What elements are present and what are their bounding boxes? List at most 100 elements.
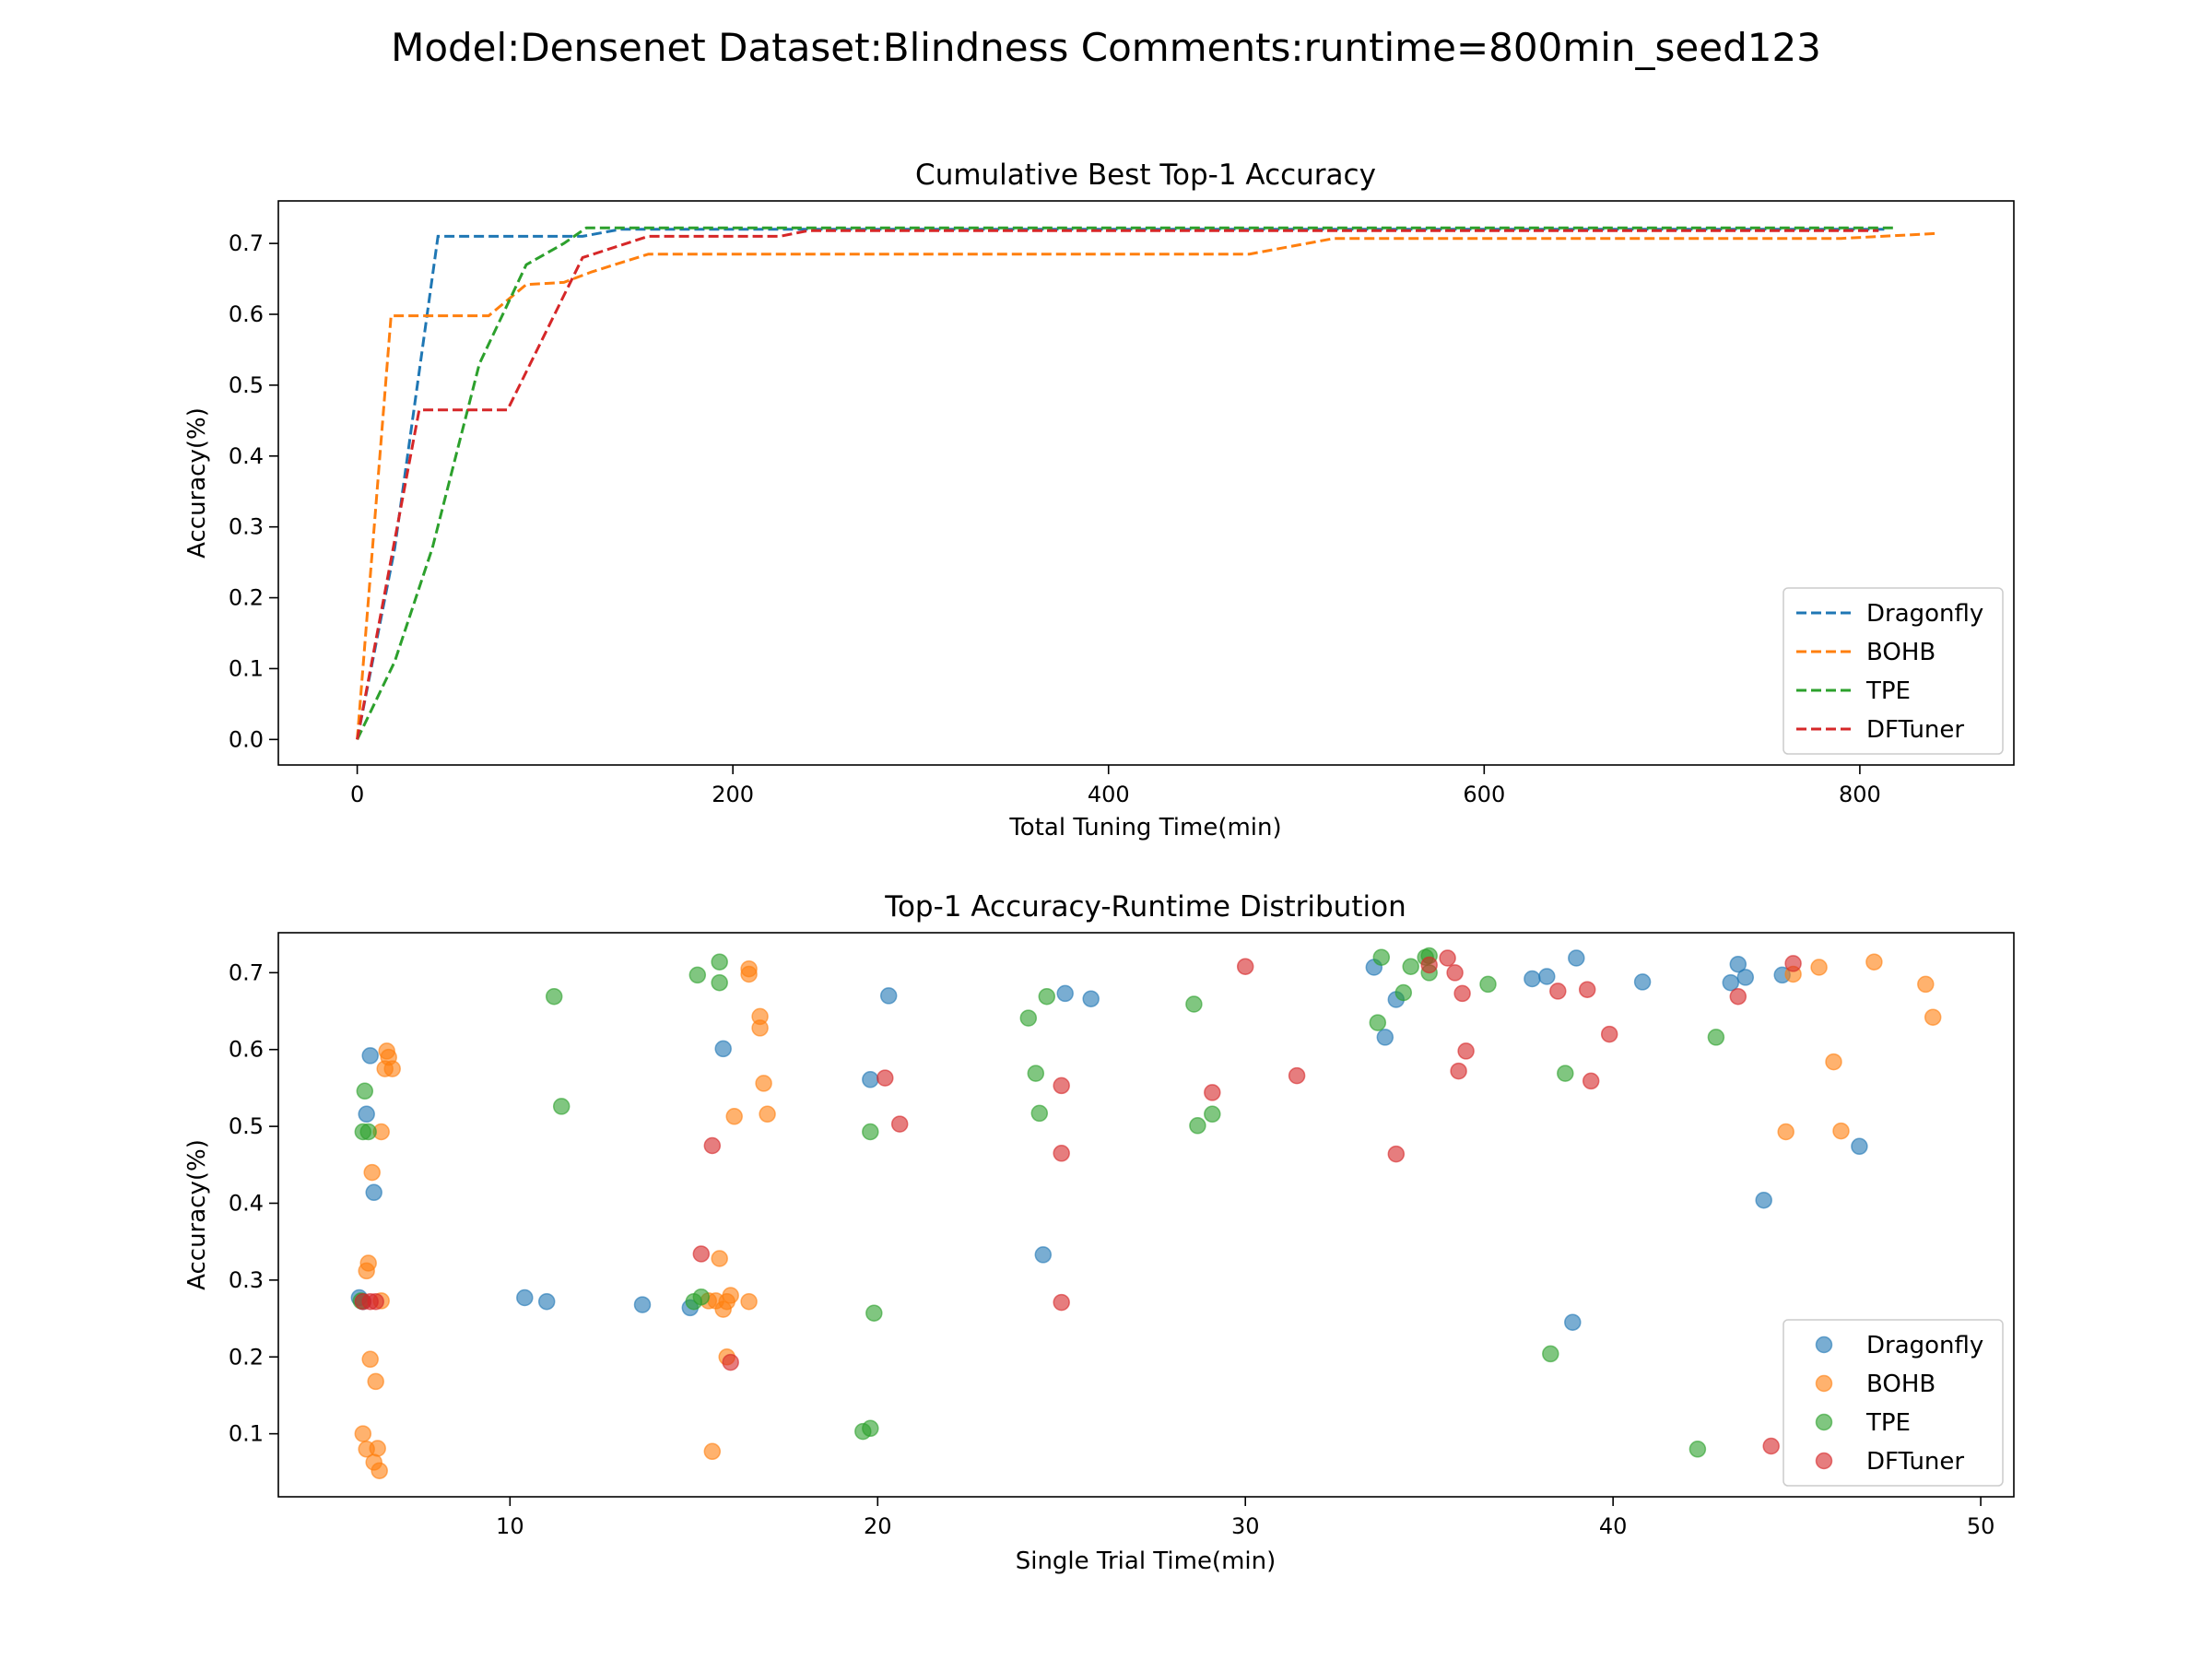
data-point bbox=[877, 1069, 894, 1087]
data-point bbox=[751, 1019, 769, 1037]
data-point bbox=[552, 1098, 571, 1115]
data-point bbox=[359, 1254, 377, 1272]
data-point bbox=[1204, 1084, 1221, 1101]
data-point bbox=[1019, 1009, 1038, 1027]
data-point bbox=[1394, 983, 1413, 1002]
series-line bbox=[356, 226, 1898, 740]
data-point bbox=[1053, 1293, 1070, 1312]
data-point bbox=[1600, 1025, 1618, 1043]
y-tick-label: 0.1 bbox=[229, 1421, 264, 1447]
data-point bbox=[1542, 1345, 1559, 1363]
legend-entry: Dragonfly bbox=[1866, 1332, 1983, 1359]
legend-box bbox=[1783, 1319, 2004, 1487]
y-axis-label: Accuracy(%) bbox=[183, 407, 211, 559]
data-point bbox=[367, 1292, 384, 1311]
y-axis-label: Accuracy(%) bbox=[183, 1139, 211, 1290]
x-tick-label: 30 bbox=[1231, 1513, 1260, 1539]
series-line bbox=[356, 231, 1936, 740]
data-point bbox=[692, 1288, 711, 1306]
data-point bbox=[711, 1250, 728, 1267]
data-point bbox=[740, 1292, 758, 1311]
data-point bbox=[545, 987, 563, 1006]
data-point bbox=[1582, 1072, 1600, 1090]
data-point bbox=[1450, 1062, 1467, 1080]
data-point bbox=[688, 966, 707, 984]
y-tick-label: 0.3 bbox=[229, 514, 264, 540]
data-point bbox=[711, 973, 728, 992]
y-tick-label: 0.7 bbox=[229, 959, 264, 985]
plot-frame bbox=[277, 200, 2015, 766]
x-tick-label: 400 bbox=[1088, 782, 1130, 807]
data-point bbox=[1736, 969, 1755, 986]
data-point bbox=[725, 1108, 743, 1125]
chart-title: Cumulative Best Top-1 Accuracy bbox=[915, 159, 1376, 192]
data-point bbox=[1688, 1441, 1707, 1458]
data-point bbox=[1457, 1042, 1475, 1060]
y-tick-label: 0.1 bbox=[229, 655, 264, 681]
data-point bbox=[1372, 948, 1391, 966]
data-point bbox=[1568, 949, 1585, 967]
data-point bbox=[1053, 1145, 1070, 1162]
data-point bbox=[1288, 1066, 1306, 1085]
data-point bbox=[358, 1105, 375, 1124]
y-tick-label: 0.4 bbox=[229, 443, 264, 469]
legend-swatch bbox=[1815, 1413, 1833, 1431]
chart-series-lines bbox=[356, 226, 1936, 740]
x-tick-label: 20 bbox=[864, 1513, 892, 1539]
data-point bbox=[862, 1123, 879, 1141]
data-point bbox=[1784, 955, 1802, 972]
figure-title: Model:Densenet Dataset:Blindness Comment… bbox=[391, 25, 1821, 70]
data-point bbox=[1453, 984, 1471, 1003]
legend-entry: DFTuner bbox=[1866, 716, 1964, 744]
data-point bbox=[1524, 970, 1541, 988]
data-point bbox=[703, 1442, 722, 1461]
legend-entry: Dragonfly bbox=[1866, 600, 1983, 628]
data-point bbox=[516, 1288, 534, 1307]
y-axis-ticks: 0.1 0.2 0.3 0.4 0.5 0.6 0.7 bbox=[229, 959, 278, 1447]
data-point bbox=[865, 1304, 883, 1322]
data-point bbox=[1564, 1313, 1582, 1331]
data-point bbox=[1777, 1123, 1794, 1141]
x-axis-label: Total Tuning Time(min) bbox=[1008, 814, 1281, 841]
data-point bbox=[755, 1075, 772, 1092]
data-point bbox=[1810, 959, 1828, 976]
data-point bbox=[1917, 975, 1935, 994]
legend: Dragonfly BOHB TPE DFTuner bbox=[1783, 587, 2004, 755]
data-point bbox=[1402, 958, 1419, 975]
data-point bbox=[1729, 987, 1747, 1006]
data-point bbox=[1865, 953, 1883, 971]
x-tick-label: 200 bbox=[712, 782, 754, 807]
legend-entry: TPE bbox=[1865, 1409, 1911, 1437]
legend-entry: DFTuner bbox=[1866, 1448, 1964, 1476]
data-point bbox=[1420, 956, 1438, 974]
data-point bbox=[1633, 973, 1652, 991]
data-point bbox=[1027, 1065, 1045, 1082]
data-point bbox=[1446, 964, 1464, 982]
y-tick-label: 0.3 bbox=[229, 1267, 264, 1293]
data-point bbox=[722, 1353, 739, 1371]
legend-box bbox=[1783, 587, 2004, 755]
y-tick-label: 0.2 bbox=[229, 1344, 264, 1370]
data-point bbox=[862, 1419, 879, 1438]
data-point bbox=[1578, 981, 1596, 998]
data-point bbox=[718, 1292, 735, 1311]
y-tick-label: 0.0 bbox=[229, 726, 264, 752]
data-point bbox=[1707, 1029, 1725, 1046]
cumulative-best-chart: Cumulative Best Top-1 Accuracy 0 200 400 60… bbox=[183, 159, 2015, 841]
legend: Dragonfly BOHB TPE DFTuner bbox=[1783, 1319, 2004, 1487]
data-point bbox=[359, 1123, 377, 1141]
data-point bbox=[1236, 958, 1254, 975]
x-axis-ticks: 0 200 400 600 800 bbox=[350, 765, 1881, 807]
y-tick-label: 0.2 bbox=[229, 585, 264, 611]
x-tick-label: 600 bbox=[1463, 782, 1505, 807]
chart-series-points bbox=[350, 947, 1942, 1479]
plot-frame bbox=[277, 932, 2015, 1498]
data-point bbox=[1376, 1029, 1394, 1046]
x-tick-label: 50 bbox=[1967, 1513, 1995, 1539]
data-point bbox=[1729, 955, 1747, 973]
data-point bbox=[862, 1071, 879, 1088]
legend-entry: BOHB bbox=[1866, 639, 1936, 666]
data-point bbox=[703, 1136, 722, 1155]
data-point bbox=[740, 965, 758, 983]
data-point bbox=[363, 1163, 381, 1182]
